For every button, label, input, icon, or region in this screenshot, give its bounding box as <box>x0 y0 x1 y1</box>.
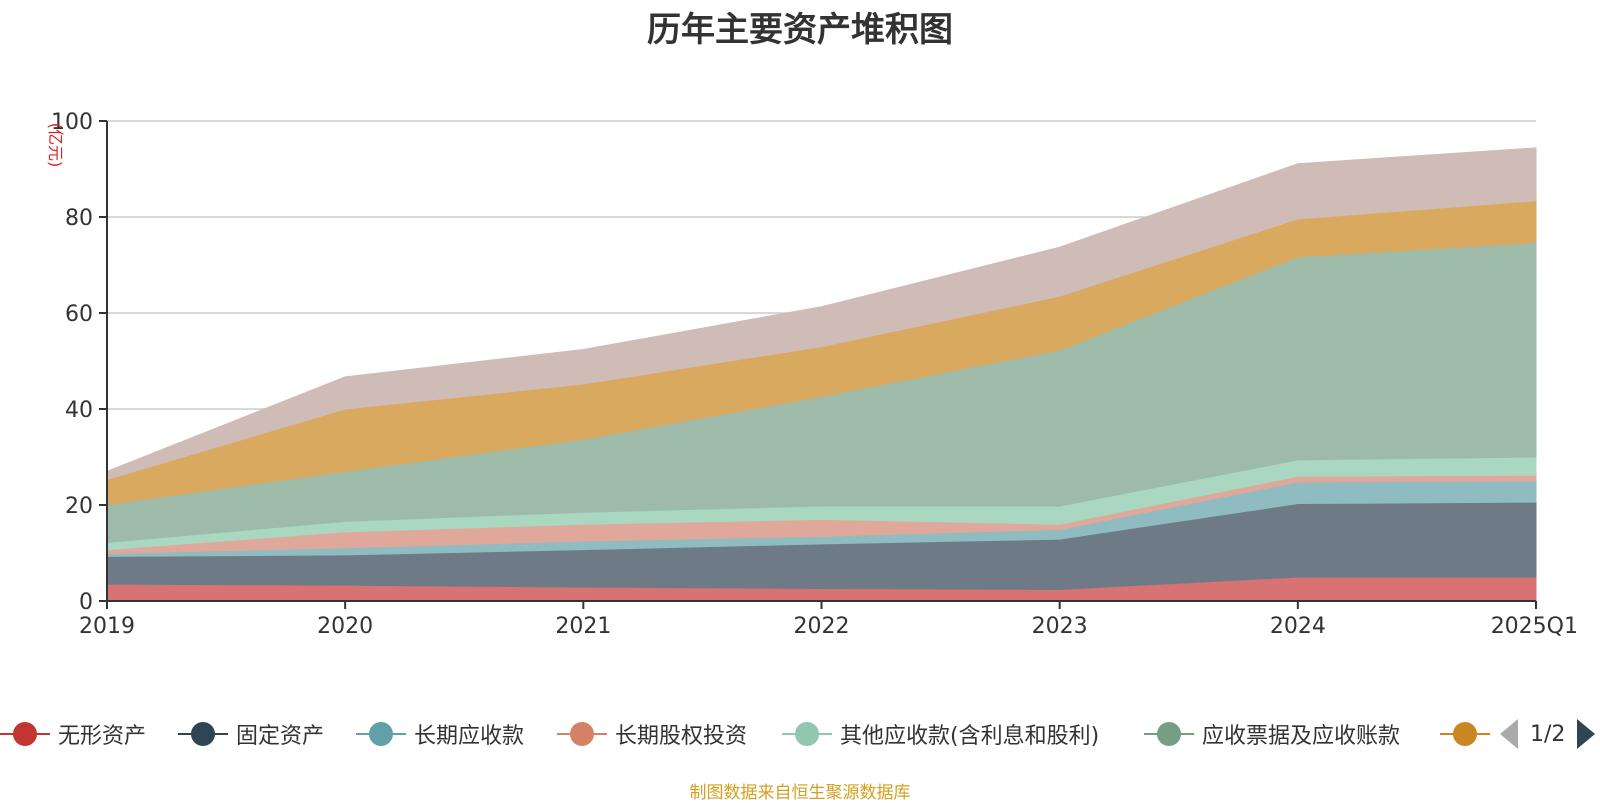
legend-item-2[interactable]: 长期应收款 <box>356 716 524 752</box>
x-tick-label: 2022 <box>794 614 850 639</box>
legend-item-6[interactable] <box>1440 716 1498 752</box>
legend-label: 固定资产 <box>236 724 325 749</box>
legend-label: 应收票据及应收账款 <box>1202 724 1401 749</box>
chart-title: 历年主要资产堆积图 <box>647 10 953 50</box>
legend-label: 无形资产 <box>58 724 147 749</box>
x-tick-label: 2020 <box>317 614 373 639</box>
area-series-7[interactable] <box>106 147 1537 481</box>
legend-marker-icon <box>557 719 607 749</box>
legend: 无形资产 固定资产 长期应收款 长期股权投资 其他应收款(含利息和股利) 应收票据及应收账… <box>0 716 1600 756</box>
legend-label: 长期应收款 <box>414 724 525 749</box>
axis-layer: 0 20 40 60 80 100 2019 2020 2021 2022 2023 2024 2025… <box>51 110 1578 639</box>
x-tick-label: 2021 <box>555 614 611 639</box>
source-note: 制图数据来自恒生聚源数据库 <box>689 783 911 803</box>
y-tick-label: 40 <box>65 398 93 423</box>
y-axis-unit: (亿元) <box>46 123 65 168</box>
legend-marker-icon <box>782 719 832 749</box>
y-tick-label: 20 <box>65 494 93 519</box>
legend-next-icon[interactable] <box>1577 719 1596 749</box>
area-layer <box>106 147 1537 602</box>
legend-marker-icon <box>1440 719 1490 749</box>
legend-label: 其他应收款(含利息和股利) <box>840 724 1100 749</box>
legend-marker-icon <box>178 719 228 749</box>
x-tick-label: 2025Q1 <box>1491 614 1578 639</box>
legend-prev-icon[interactable] <box>1500 719 1518 749</box>
y-tick-label: 80 <box>65 206 93 231</box>
x-tick-label: 2023 <box>1032 614 1088 639</box>
x-tick-label: 2019 <box>79 614 135 639</box>
x-tick-label: 2024 <box>1270 614 1326 639</box>
legend-marker-icon <box>356 719 406 749</box>
y-tick-label: 0 <box>79 590 93 615</box>
legend-marker-icon <box>0 719 50 749</box>
legend-item-4[interactable]: 其他应收款(含利息和股利) <box>782 716 1099 752</box>
legend-pager: 1/2 <box>1500 716 1596 752</box>
legend-item-5[interactable]: 应收票据及应收账款 <box>1144 716 1400 752</box>
legend-item-0[interactable]: 无形资产 <box>0 716 146 752</box>
legend-marker-icon <box>1144 719 1194 749</box>
legend-page-indicator: 1/2 <box>1530 721 1566 747</box>
y-tick-label: 60 <box>65 302 93 327</box>
legend-item-1[interactable]: 固定资产 <box>178 716 324 752</box>
legend-label: 长期股权投资 <box>615 724 748 749</box>
legend-item-3[interactable]: 长期股权投资 <box>557 716 747 752</box>
y-tick-label: 100 <box>51 110 93 135</box>
chart-plot: 0 20 40 60 80 100 2019 2020 2021 2022 2023 2024 2025… <box>46 110 1578 639</box>
